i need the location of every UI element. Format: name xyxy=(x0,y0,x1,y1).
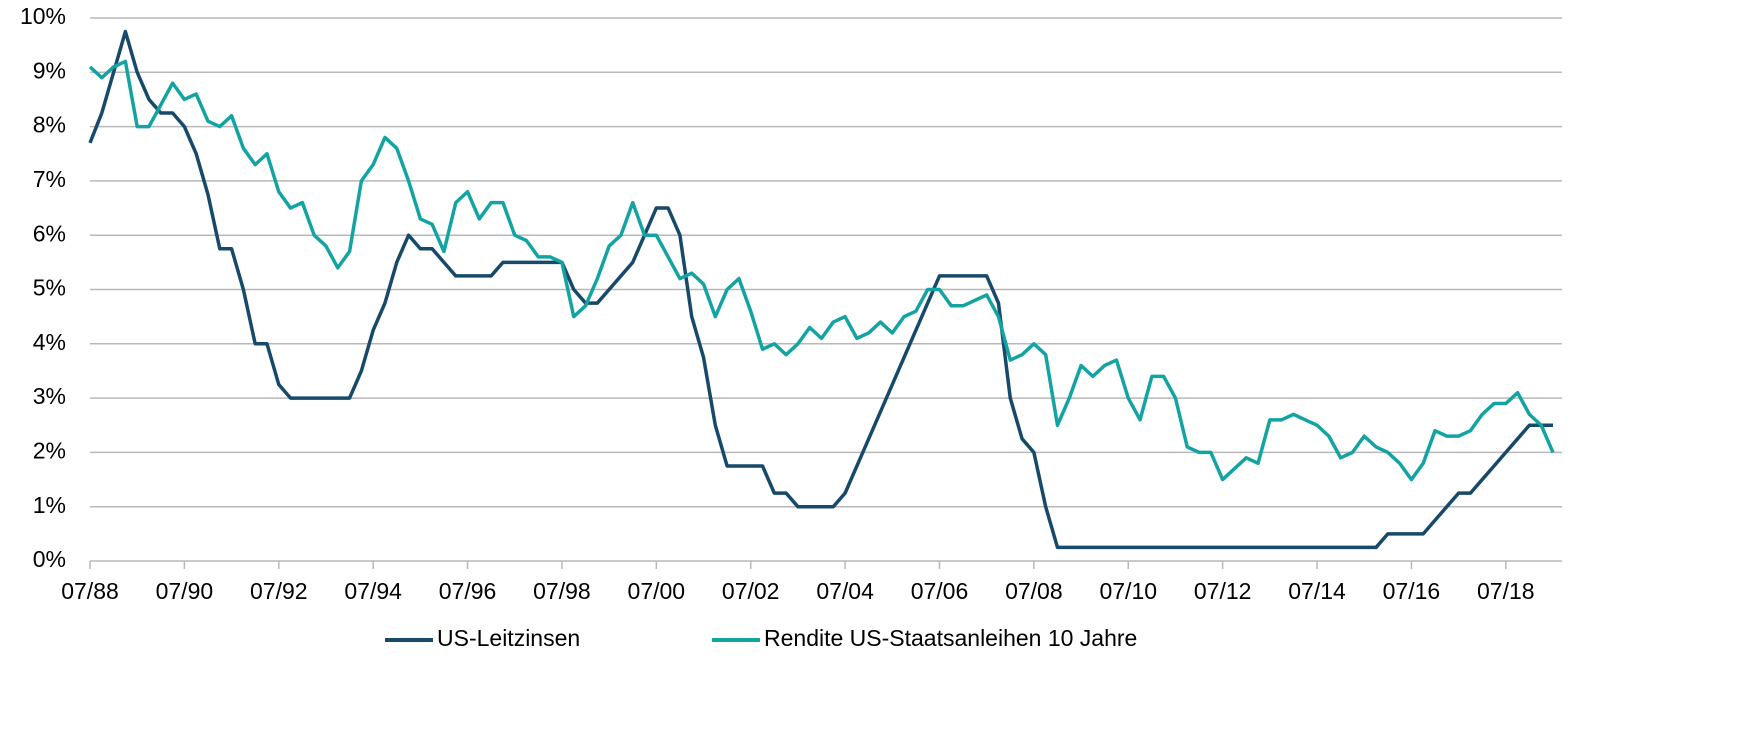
y-tick-label: 4% xyxy=(33,329,66,355)
x-tick-label: 07/92 xyxy=(250,578,308,604)
y-tick-label: 10% xyxy=(20,3,66,29)
series-line xyxy=(88,59,1555,482)
y-tick-label: 3% xyxy=(33,383,66,409)
x-tick-label: 07/18 xyxy=(1477,578,1535,604)
x-tick-label: 07/08 xyxy=(1005,578,1063,604)
y-tick-label: 5% xyxy=(33,275,66,301)
x-tick-label: 07/90 xyxy=(156,578,214,604)
x-tick-label: 07/04 xyxy=(816,578,874,604)
legend-label: Rendite US-Staatsanleihen 10 Jahre xyxy=(764,625,1137,651)
y-tick-label: 0% xyxy=(33,546,66,572)
x-tick-label: 07/06 xyxy=(911,578,969,604)
y-tick-label: 6% xyxy=(33,220,66,246)
x-tick-label: 07/02 xyxy=(722,578,780,604)
y-tick-label: 8% xyxy=(33,112,66,138)
y-tick-label: 1% xyxy=(33,492,66,518)
x-tick-label: 07/12 xyxy=(1194,578,1252,604)
x-tick-label: 07/88 xyxy=(61,578,119,604)
y-tick-label: 2% xyxy=(33,437,66,463)
y-tick-label: 7% xyxy=(33,166,66,192)
legend-label: US-Leitzinsen xyxy=(437,625,580,651)
x-tick-label: 07/00 xyxy=(628,578,686,604)
x-tick-label: 07/96 xyxy=(439,578,497,604)
x-tick-label: 07/16 xyxy=(1383,578,1441,604)
x-tick-label: 07/98 xyxy=(533,578,591,604)
x-tick-label: 07/10 xyxy=(1099,578,1157,604)
y-tick-label: 9% xyxy=(33,57,66,83)
x-tick-label: 07/14 xyxy=(1288,578,1346,604)
x-tick-label: 07/94 xyxy=(344,578,402,604)
series-line xyxy=(88,29,1553,550)
